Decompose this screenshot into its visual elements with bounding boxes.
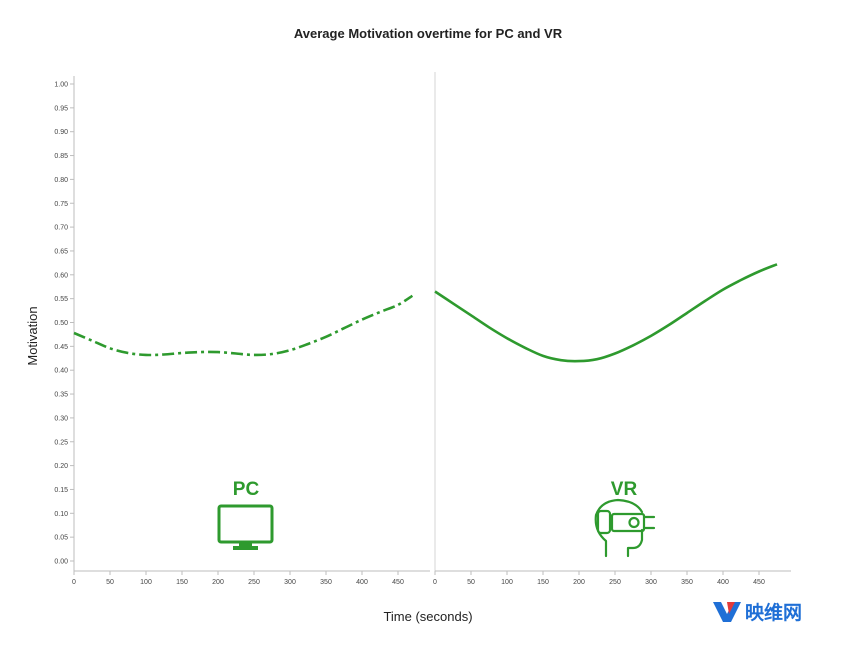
y-tick-label: 0.30 — [54, 415, 68, 422]
y-tick-label: 0.05 — [54, 535, 68, 542]
x-tick-label: 50 — [467, 579, 475, 586]
x-tick-label: 100 — [140, 579, 152, 586]
panel-vr: 0 50 100 150 200 250 300 350 400 450 — [433, 72, 791, 586]
panel-label-vr: VR — [611, 479, 638, 500]
x-tick-label: 400 — [717, 579, 729, 586]
x-tick-label: 450 — [392, 579, 404, 586]
y-tick-label: 0.35 — [54, 392, 68, 399]
x-tick-label: 350 — [681, 579, 693, 586]
y-tick-label: 0.15 — [54, 487, 68, 494]
x-tick-label: 50 — [106, 579, 114, 586]
y-tick-label: 0.60 — [54, 272, 68, 279]
y-tick-label: 0.00 — [54, 559, 68, 566]
y-tick-label: 0.25 — [54, 439, 68, 446]
x-tick-label: 400 — [356, 579, 368, 586]
x-tick-label: 150 — [537, 579, 549, 586]
y-axis-title: Motivation — [25, 306, 40, 365]
vr-headset-icon — [594, 498, 656, 558]
series-line-vr — [434, 263, 778, 363]
x-tick-label: 250 — [248, 579, 260, 586]
x-tick-label: 100 — [501, 579, 513, 586]
x-tick-label: 300 — [645, 579, 657, 586]
watermark-text: 映维网 — [745, 601, 802, 624]
x-tick-label: 150 — [176, 579, 188, 586]
yivian-logo — [713, 602, 741, 622]
y-tick-label: 0.40 — [54, 368, 68, 375]
y-tick-label: 0.90 — [54, 129, 68, 136]
y-tick-label: 0.85 — [54, 153, 68, 160]
y-tick-label: 0.95 — [54, 105, 68, 112]
y-tick-label: 0.80 — [54, 177, 68, 184]
x-tick-label: 300 — [284, 579, 296, 586]
panel-pc: 0 50 100 150 200 250 300 350 400 450 — [72, 294, 430, 586]
x-tick-label: 250 — [609, 579, 621, 586]
x-tick-label: 0 — [72, 579, 76, 586]
y-tick-label: 0.70 — [54, 225, 68, 232]
x-tick-label: 350 — [320, 579, 332, 586]
series-line-pc — [73, 294, 414, 357]
chart-title: Average Motivation overtime for PC and V… — [294, 26, 563, 41]
x-tick-label: 0 — [433, 579, 437, 586]
x-tick-label: 450 — [753, 579, 765, 586]
monitor-icon — [217, 504, 274, 550]
y-tick-label: 0.45 — [54, 344, 68, 351]
y-tick-label: 0.50 — [54, 320, 68, 327]
y-tick-label: 0.55 — [54, 296, 68, 303]
y-tick-label: 0.75 — [54, 201, 68, 208]
y-tick-label: 0.10 — [54, 511, 68, 518]
x-tick-label: 200 — [573, 579, 585, 586]
x-tick-label: 200 — [212, 579, 224, 586]
y-axis: 0.00 0.05 0.10 0.15 0.20 0.25 0.30 0.35 0.40 0.45… — [54, 76, 75, 571]
x-axis-title: Time (seconds) — [383, 609, 472, 624]
y-tick-label: 0.65 — [54, 248, 68, 255]
y-tick-label: 0.20 — [54, 463, 68, 470]
y-tick-label: 1.00 — [54, 82, 68, 89]
panel-label-pc: PC — [233, 479, 260, 500]
